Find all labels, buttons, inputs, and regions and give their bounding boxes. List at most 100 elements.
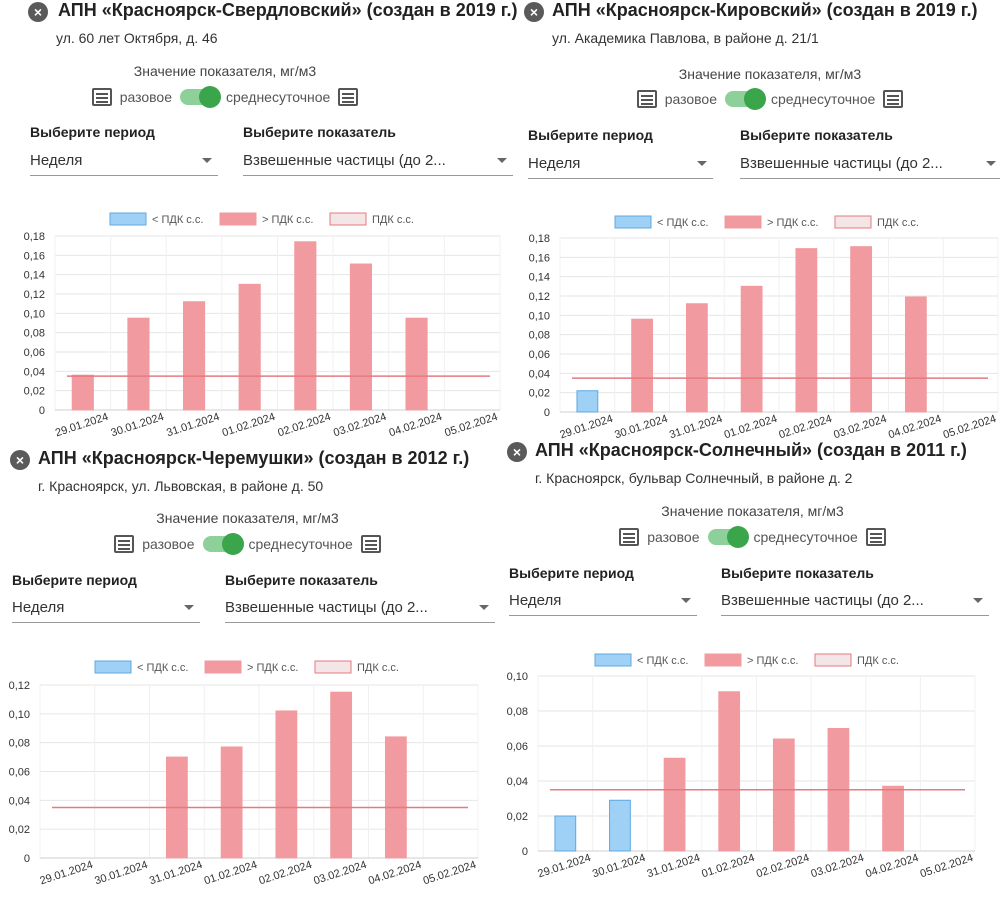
legend-swatch-1 xyxy=(219,212,257,226)
y-tick-label: 0,04 xyxy=(9,795,30,807)
toggle-knob xyxy=(221,533,244,555)
legend-label-1: > ПДК с.с. xyxy=(262,214,313,226)
bar-30.01.2024 xyxy=(127,317,150,411)
period-value: Неделя xyxy=(30,152,83,169)
x-tick-label: 04.02.2024 xyxy=(367,859,423,887)
chevron-down-icon xyxy=(973,598,983,603)
y-tick-label: 0,08 xyxy=(9,738,30,750)
chevron-down-icon xyxy=(681,598,691,603)
toggle-right-label: среднесуточное xyxy=(771,91,876,107)
table-icon[interactable] xyxy=(883,90,904,108)
value-type-toggle[interactable] xyxy=(202,533,244,555)
close-icon[interactable]: × xyxy=(524,2,544,22)
legend-swatch-1 xyxy=(204,660,242,674)
bar-04.02.2024 xyxy=(405,317,428,411)
panel-header: × АПН «Красноярск-Кировский» (создан в 2… xyxy=(520,0,1000,60)
indicator-select[interactable]: Взвешенные частицы (до 2... xyxy=(243,150,513,176)
y-tick-label: 0,02 xyxy=(24,386,45,398)
bar-03.02.2024 xyxy=(850,246,873,413)
legend-swatch-1 xyxy=(704,653,742,667)
indicator-value: Взвешенные частицы (до 2... xyxy=(243,152,446,169)
station-panel-solnechny: × АПН «Красноярск-Солнечный» (создан в 2… xyxy=(505,440,1000,900)
y-tick-label: 0,08 xyxy=(529,330,550,342)
value-type-toggle-row: разовое среднесуточное xyxy=(0,532,505,556)
period-select[interactable]: Неделя xyxy=(12,597,200,623)
chevron-down-icon xyxy=(697,161,707,166)
chevron-down-icon xyxy=(184,605,194,610)
y-tick-label: 0,08 xyxy=(507,706,528,718)
x-tick-label: 02.02.2024 xyxy=(755,852,811,880)
bar-29.01.2024 xyxy=(554,815,577,852)
y-tick-label: 0,06 xyxy=(529,349,550,361)
indicator-select[interactable]: Взвешенные частицы (до 2... xyxy=(225,597,495,623)
x-tick-label: 01.02.2024 xyxy=(723,413,779,440)
close-icon[interactable]: × xyxy=(507,442,527,462)
legend-label-0: < ПДК с.с. xyxy=(637,655,688,667)
x-tick-label: 01.02.2024 xyxy=(700,852,756,880)
x-tick-label: 05.02.2024 xyxy=(443,411,499,439)
table-icon[interactable] xyxy=(338,88,359,106)
legend-swatch-0 xyxy=(94,660,132,674)
value-type-toggle-row: разовое среднесуточное xyxy=(540,87,1000,111)
panel-header: × АПН «Красноярск-Солнечный» (создан в 2… xyxy=(505,440,1000,500)
x-tick-label: 29.01.2024 xyxy=(558,413,614,440)
legend-swatch-2 xyxy=(329,212,367,226)
legend-label-0: < ПДК с.с. xyxy=(657,217,708,229)
table-icon[interactable] xyxy=(865,528,886,546)
value-type-toggle-row: разовое среднесуточное xyxy=(505,525,1000,549)
x-tick-label: 02.02.2024 xyxy=(257,859,313,887)
period-title: Выберите период xyxy=(528,127,653,143)
station-title: АПН «Красноярск-Солнечный» (создан в 201… xyxy=(535,440,967,460)
period-select[interactable]: Неделя xyxy=(509,590,697,616)
value-type-toggle[interactable] xyxy=(707,526,749,548)
y-tick-label: 0,06 xyxy=(507,741,528,753)
table-icon[interactable] xyxy=(360,535,381,553)
indicator-value: Взвешенные частицы (до 2... xyxy=(721,592,924,609)
indicator-label: Значение показателя, мг/м3 xyxy=(156,510,339,526)
station-title: АПН «Красноярск-Свердловский» (создан в … xyxy=(58,0,518,20)
x-tick-label: 30.01.2024 xyxy=(93,859,149,887)
close-icon[interactable]: × xyxy=(10,450,30,470)
bar-03.02.2024 xyxy=(330,691,353,859)
chevron-down-icon xyxy=(497,158,507,163)
y-tick-label: 0,10 xyxy=(507,671,528,683)
x-tick-label: 30.01.2024 xyxy=(613,413,669,440)
y-tick-label: 0 xyxy=(544,407,550,419)
y-tick-label: 0,14 xyxy=(529,272,550,284)
legend-label-1: > ПДК с.с. xyxy=(747,655,798,667)
toggle-left-label: разовое xyxy=(119,89,173,105)
x-tick-label: 29.01.2024 xyxy=(38,859,94,887)
bar-04.02.2024 xyxy=(882,785,904,852)
value-type-toggle[interactable] xyxy=(725,88,767,110)
x-tick-label: 04.02.2024 xyxy=(388,411,444,439)
panel-header: × АПН «Красноярск-Черемушки» (создан в 2… xyxy=(0,448,505,508)
legend-swatch-0 xyxy=(594,653,632,667)
y-tick-label: 0,12 xyxy=(24,289,45,301)
close-icon[interactable]: × xyxy=(28,2,48,22)
period-value: Неделя xyxy=(528,155,581,172)
station-panel-sverdlovsky: × АПН «Красноярск-Свердловский» (создан … xyxy=(0,0,520,440)
bar-31.01.2024 xyxy=(663,757,686,852)
legend-swatch-2 xyxy=(834,215,872,229)
toggle-knob xyxy=(199,86,222,108)
indicator-select[interactable]: Взвешенные частицы (до 2... xyxy=(721,590,989,616)
bar-01.02.2024 xyxy=(238,283,261,411)
period-title: Выберите период xyxy=(509,565,634,581)
legend-label-0: < ПДК с.с. xyxy=(137,662,188,674)
y-tick-label: 0,18 xyxy=(24,231,45,243)
table-icon[interactable] xyxy=(636,90,657,108)
station-address: г. Красноярск, бульвар Солнечный, в райо… xyxy=(535,470,853,486)
y-tick-label: 0,02 xyxy=(529,388,550,400)
table-icon[interactable] xyxy=(114,535,135,553)
period-select[interactable]: Неделя xyxy=(528,153,713,179)
table-icon[interactable] xyxy=(91,88,112,106)
bar-31.01.2024 xyxy=(685,303,708,413)
value-type-toggle[interactable] xyxy=(180,86,222,108)
indicator-select[interactable]: Взвешенные частицы (до 2... xyxy=(740,153,1000,179)
y-tick-label: 0,04 xyxy=(507,776,528,788)
table-icon[interactable] xyxy=(619,528,640,546)
period-select[interactable]: Неделя xyxy=(30,150,218,176)
indicator-value: Взвешенные частицы (до 2... xyxy=(225,599,428,616)
y-tick-label: 0,02 xyxy=(507,811,528,823)
period-value: Неделя xyxy=(12,599,65,616)
